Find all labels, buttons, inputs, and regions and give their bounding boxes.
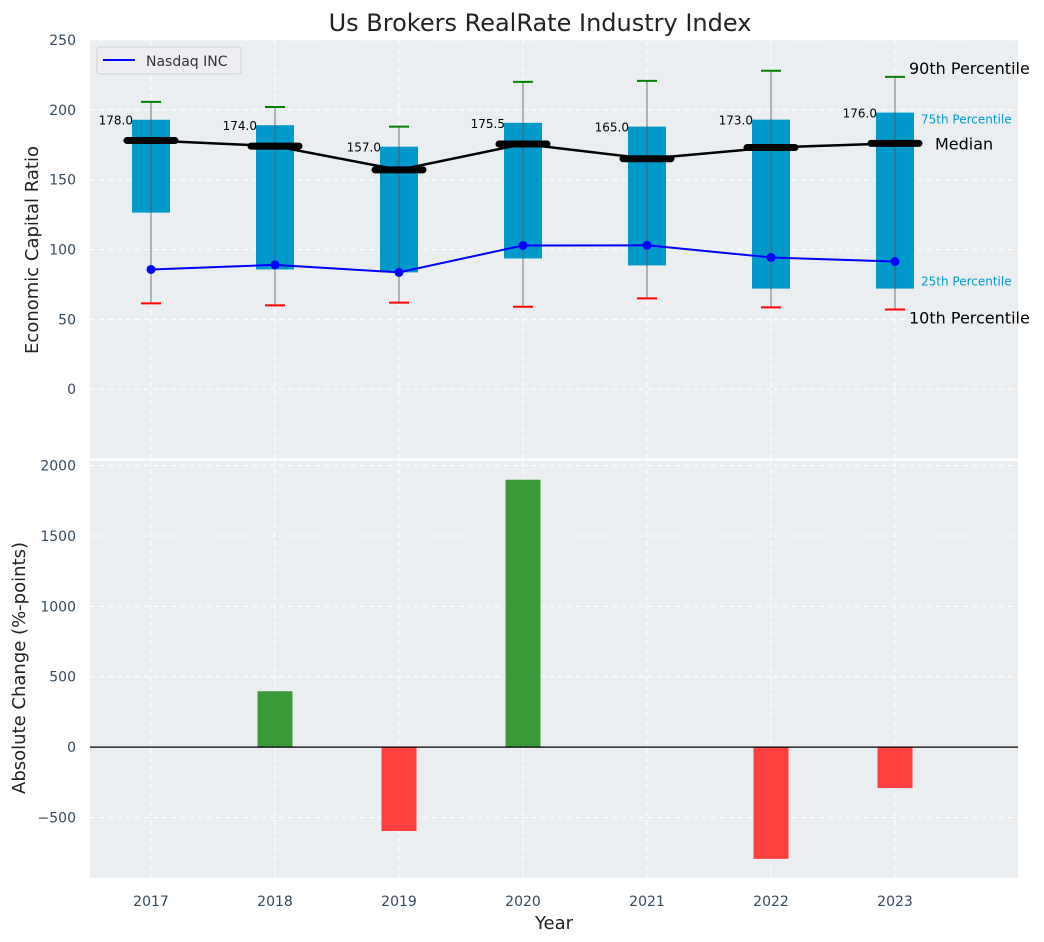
y-tick-label: −500 [38,810,76,826]
annotation-p25: 25th Percentile [921,275,1012,289]
x-tick-label: 2022 [753,894,789,910]
y-tick-label: 1000 [40,599,76,615]
nasdaq-point [518,240,528,250]
nasdaq-point [394,267,404,277]
nasdaq-point [146,264,156,274]
change-bar [381,747,417,831]
nasdaq-point [890,257,900,267]
top-y-axis-label: Economic Capital Ratio [22,146,43,354]
x-tick-label: 2019 [381,894,417,910]
y-tick-label: 0 [67,382,76,398]
median-label: 157.0 [347,141,381,155]
annotation-p75: 75th Percentile [921,113,1012,127]
nasdaq-point [642,240,652,250]
y-tick-label: 200 [49,103,76,119]
change-bar [877,747,913,789]
annotation-p90: 90th Percentile [909,59,1030,78]
x-tick-label: 2017 [133,894,169,910]
annotation-p10: 10th Percentile [909,309,1030,328]
y-tick-label: 2000 [40,459,76,475]
bottom-y-axis-label: Absolute Change (%-points) [9,542,30,794]
y-tick-label: 100 [49,243,76,259]
y-tick-label: 1500 [40,529,76,545]
median-label: 175.5 [471,117,505,131]
legend-box [96,46,242,75]
plot-area-bottom [90,460,1018,878]
median-label: 165.0 [595,121,629,135]
legend: Nasdaq INC [96,46,242,75]
median-label: 174.0 [223,119,257,133]
x-tick-label: 2023 [877,894,913,910]
x-tick-label: 2018 [257,894,293,910]
y-tick-label: 50 [58,312,76,328]
y-tick-label: 0 [67,740,76,756]
change-bar [505,479,541,748]
median-label: 178.0 [99,114,133,128]
y-tick-label: 250 [49,33,76,49]
median-label: 173.0 [719,114,753,128]
y-tick-label: 500 [49,670,76,686]
legend-entry: Nasdaq INC [146,54,228,70]
nasdaq-point [270,260,280,270]
nasdaq-point [766,252,776,262]
change-bar [257,691,293,748]
y-tick-label: 150 [49,173,76,189]
x-tick-label: 2021 [629,894,665,910]
annotation-median: Median [935,134,993,153]
x-tick-label: 2020 [505,894,541,910]
median-label: 176.0 [843,107,877,121]
x-axis-label: Year [534,913,574,934]
chart-title: Us Brokers RealRate Industry Index [329,9,752,37]
change-bar [753,747,789,859]
